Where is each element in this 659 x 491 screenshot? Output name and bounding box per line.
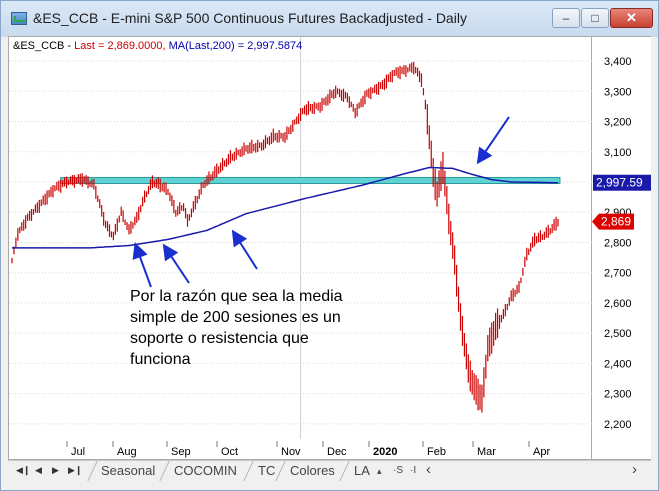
- y-tick-label: 2,600: [604, 298, 632, 310]
- x-tick-label: Apr: [533, 446, 550, 458]
- x-tick-label: Jul: [71, 446, 85, 458]
- legend-symbol: &ES_CCB -: [13, 40, 75, 52]
- title-bar[interactable]: &ES_CCB - E-mini S&P 500 Continuous Futu…: [1, 1, 658, 37]
- y-tick-label: 3,100: [604, 147, 632, 159]
- sheet-tab-bar: ◀❙ ◀ ▶ ▶❙ Seasonal COCOMIN TC Colores LA…: [8, 460, 651, 483]
- window-title: &ES_CCB - E-mini S&P 500 Continuous Futu…: [33, 10, 467, 26]
- annotation-arrow: [231, 229, 258, 270]
- x-tick-label: Feb: [427, 446, 446, 458]
- tab-cocomin[interactable]: COCOMIN: [174, 463, 237, 478]
- last-sheet-icon[interactable]: ▶❙: [68, 465, 83, 475]
- next-sheet-icon[interactable]: ▶: [52, 465, 59, 475]
- tab-separator: [159, 461, 170, 481]
- last-value-label: 2,869: [601, 215, 631, 229]
- chart-annotation: Por la razón que sea la media simple de …: [130, 288, 343, 368]
- y-tick-label: 2,800: [604, 237, 632, 249]
- close-button[interactable]: ✕: [610, 8, 653, 28]
- maximize-button[interactable]: □: [581, 8, 609, 28]
- ma-value-flag: [593, 174, 651, 191]
- chart-app-icon: [11, 12, 27, 25]
- tab-scroll-up-icon[interactable]: ▴: [377, 466, 382, 476]
- first-sheet-icon[interactable]: ◀❙: [16, 465, 31, 475]
- price-chart-area[interactable]: Jul Aug Sep Oct Nov Dec 2020 Feb Mar Apr &ES_CCB …: [8, 36, 593, 460]
- y-tick-label: 2,200: [604, 419, 632, 431]
- price-chart-svg: Jul Aug Sep Oct Nov Dec 2020 Feb Mar Apr: [9, 37, 593, 458]
- y-tick-label: 3,400: [604, 56, 632, 68]
- y-tick-label: 2,500: [604, 328, 632, 340]
- annotation-arrow: [476, 116, 510, 165]
- tab-la[interactable]: LA: [354, 463, 370, 478]
- annotation-arrow: [162, 243, 190, 284]
- tab-s-control[interactable]: ·S: [393, 465, 403, 476]
- y-tick-label: 3,200: [604, 117, 632, 129]
- chart-legend: &ES_CCB - Last = 2,869.0000, MA(Last,200…: [13, 40, 302, 52]
- ma-line: [12, 166, 558, 249]
- x-tick-label: Aug: [117, 446, 137, 458]
- minimize-button[interactable]: –: [552, 8, 580, 28]
- x-tick-label: Mar: [477, 446, 496, 458]
- ma-value-label: 2,997.59: [596, 176, 643, 190]
- x-tick-label: Sep: [171, 446, 191, 458]
- price-axis[interactable]: 2,200 2,300 2,400 2,500 2,600 2,700 2,800 2,900…: [592, 36, 651, 460]
- tab-separator: [243, 461, 254, 481]
- x-tick-label: Dec: [327, 446, 347, 458]
- tab-tc[interactable]: TC: [258, 463, 276, 478]
- tab-seasonal[interactable]: Seasonal: [101, 463, 156, 478]
- tab-colores[interactable]: Colores: [290, 463, 335, 478]
- price-axis-svg: 2,2002,3002,4002,5002,6002,7002,8002,900…: [592, 56, 651, 431]
- prev-sheet-icon[interactable]: ◀: [35, 465, 42, 475]
- scroll-right-icon[interactable]: ›: [632, 461, 637, 478]
- legend-last: Last = 2,869.0000,: [74, 40, 169, 52]
- y-tick-label: 3,300: [604, 86, 632, 98]
- tab-separator: [87, 461, 98, 481]
- legend-ma: MA(Last,200) = 2,997.5874: [168, 40, 303, 52]
- x-tick-label: 2020: [373, 446, 397, 458]
- annotation-arrow: [132, 242, 152, 288]
- tab-i-control[interactable]: ·I: [410, 465, 417, 476]
- x-tick-label: Nov: [281, 446, 301, 458]
- tab-separator: [275, 461, 286, 481]
- x-tick-label: Oct: [221, 446, 238, 458]
- last-value-flag: [592, 213, 634, 230]
- tab-separator: [339, 461, 350, 481]
- y-tick-label: 2,300: [604, 389, 632, 401]
- y-tick-label: 2,700: [604, 268, 632, 280]
- y-tick-label: 2,400: [604, 358, 632, 370]
- scroll-left-icon[interactable]: ‹: [426, 461, 431, 478]
